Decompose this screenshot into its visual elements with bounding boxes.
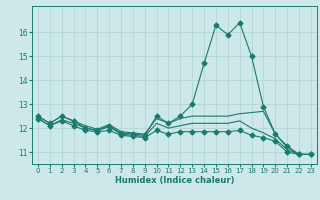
X-axis label: Humidex (Indice chaleur): Humidex (Indice chaleur) (115, 176, 234, 185)
